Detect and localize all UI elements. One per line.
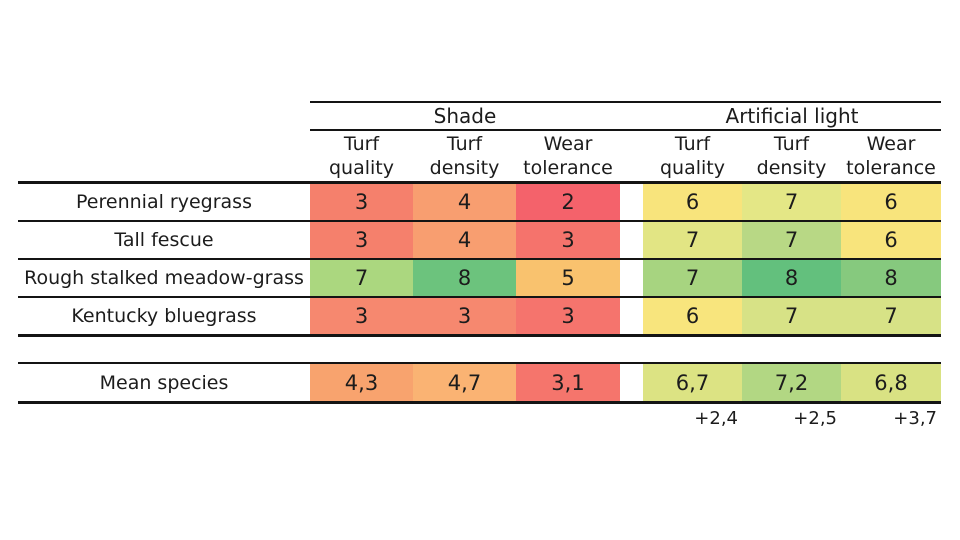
value-cell: 8 bbox=[413, 260, 516, 296]
value-cell: 3 bbox=[413, 298, 516, 334]
value-cell: 4,3 bbox=[310, 364, 413, 401]
value-cell: 6 bbox=[841, 184, 941, 220]
column-header-art-turf-quality: Turf quality bbox=[660, 132, 725, 179]
value-cell: 7 bbox=[841, 298, 941, 334]
column-header-shade-turf-density: Turf density bbox=[429, 132, 500, 179]
value-cell: 3,1 bbox=[516, 364, 620, 401]
mean-row-host: Mean species 4,3 4,7 3,1 6,7 7,2 6,8 bbox=[18, 362, 941, 404]
value-cell: 7 bbox=[742, 222, 841, 258]
table-row: Perennial ryegrass 3 4 2 6 7 6 bbox=[18, 184, 941, 222]
value-cell: 7 bbox=[742, 184, 841, 220]
species-name: Kentucky bluegrass bbox=[71, 305, 257, 327]
value-cell: 7 bbox=[643, 260, 742, 296]
value-cell: 3 bbox=[310, 184, 413, 220]
column-header-art-turf-density: Turf density bbox=[756, 132, 827, 179]
value-cell: 3 bbox=[310, 298, 413, 334]
section-gap bbox=[18, 337, 941, 362]
column-header-shade-turf-quality: Turf quality bbox=[329, 132, 394, 179]
difference-art-wear-tolerance: +3,7 bbox=[893, 408, 937, 429]
value-cell: 6,8 bbox=[841, 364, 941, 401]
value-cell: 8 bbox=[742, 260, 841, 296]
table-row: Kentucky bluegrass 3 3 3 6 7 7 bbox=[18, 298, 941, 337]
value-cell: 4 bbox=[413, 184, 516, 220]
value-cell: 6 bbox=[643, 184, 742, 220]
column-header-row: Turf quality Turf density Wear tolerance… bbox=[18, 131, 941, 184]
value-cell: 7 bbox=[643, 222, 742, 258]
value-cell: 7 bbox=[742, 298, 841, 334]
value-cell: 6 bbox=[643, 298, 742, 334]
column-header-shade-wear-tolerance: Wear tolerance bbox=[523, 132, 613, 179]
table-body: Perennial ryegrass 3 4 2 6 7 6 Tall fescue 3 4 3 7 7… bbox=[18, 184, 941, 337]
value-cell: 6 bbox=[841, 222, 941, 258]
species-name: Tall fescue bbox=[114, 229, 214, 251]
group-header-artificial-light: Artificial light bbox=[725, 104, 859, 128]
value-cell: 3 bbox=[516, 298, 620, 334]
difference-row: +2,4 +2,5 +3,7 bbox=[18, 404, 941, 436]
value-cell: 5 bbox=[516, 260, 620, 296]
column-header-art-wear-tolerance: Wear tolerance bbox=[846, 132, 936, 179]
value-cell: 8 bbox=[841, 260, 941, 296]
group-header-bottom-rule bbox=[310, 129, 941, 131]
species-name: Mean species bbox=[99, 371, 229, 394]
species-name: Rough stalked meadow-grass bbox=[24, 267, 304, 289]
value-cell: 3 bbox=[310, 222, 413, 258]
group-header-shade: Shade bbox=[433, 104, 497, 128]
value-cell: 4,7 bbox=[413, 364, 516, 401]
value-cell: 4 bbox=[413, 222, 516, 258]
difference-art-turf-density: +2,5 bbox=[793, 408, 837, 429]
difference-art-turf-quality: +2,4 bbox=[694, 408, 738, 429]
value-cell: 7,2 bbox=[742, 364, 841, 401]
value-cell: 7 bbox=[310, 260, 413, 296]
group-header-top-rule bbox=[310, 101, 941, 103]
value-cell: 6,7 bbox=[643, 364, 742, 401]
table-row: Tall fescue 3 4 3 7 7 6 bbox=[18, 222, 941, 260]
group-header-row: Shade Artificial light bbox=[18, 103, 941, 129]
mean-row: Mean species 4,3 4,7 3,1 6,7 7,2 6,8 bbox=[18, 362, 941, 404]
table-row: Rough stalked meadow-grass 7 8 5 7 8 8 bbox=[18, 260, 941, 298]
value-cell: 3 bbox=[516, 222, 620, 258]
value-cell: 2 bbox=[516, 184, 620, 220]
turfgrass-comparison-table: Shade Artificial light Turf quality Turf… bbox=[18, 101, 941, 436]
species-name: Perennial ryegrass bbox=[76, 191, 252, 213]
